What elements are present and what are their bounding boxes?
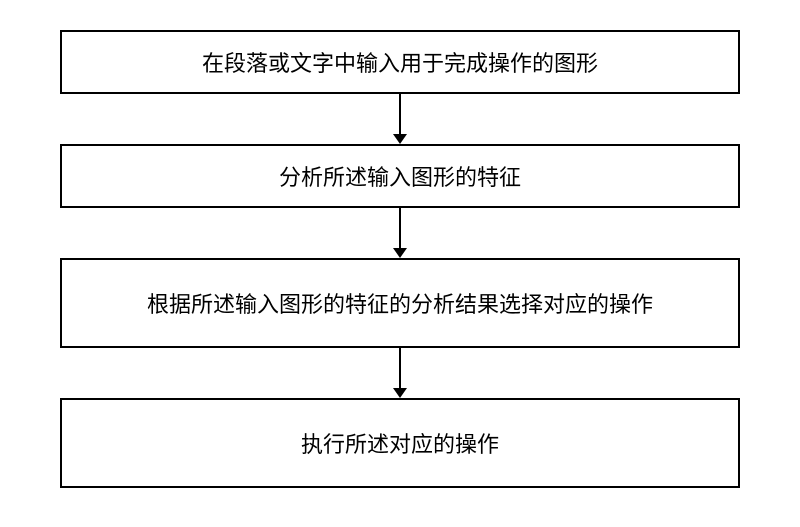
flowchart-step-4-label: 执行所述对应的操作 (281, 409, 519, 477)
arrow-head-icon (393, 388, 407, 398)
flowchart-step-3-label: 根据所述输入图形的特征的分析结果选择对应的操作 (127, 269, 673, 337)
flowchart-step-1-label: 在段落或文字中输入用于完成操作的图形 (182, 28, 618, 96)
flowchart-step-4: 执行所述对应的操作 (60, 398, 740, 488)
flowchart-step-1: 在段落或文字中输入用于完成操作的图形 (60, 30, 740, 94)
flowchart-step-2: 分析所述输入图形的特征 (60, 144, 740, 208)
flowchart-container: 在段落或文字中输入用于完成操作的图形 分析所述输入图形的特征 根据所述输入图形的… (60, 30, 740, 488)
arrow-1-to-2 (393, 94, 407, 144)
arrow-line (399, 348, 401, 390)
arrow-head-icon (393, 134, 407, 144)
arrow-line (399, 208, 401, 250)
arrow-line (399, 94, 401, 136)
flowchart-step-3: 根据所述输入图形的特征的分析结果选择对应的操作 (60, 258, 740, 348)
arrow-2-to-3 (393, 208, 407, 258)
flowchart-step-2-label: 分析所述输入图形的特征 (259, 142, 541, 210)
arrow-head-icon (393, 248, 407, 258)
arrow-3-to-4 (393, 348, 407, 398)
